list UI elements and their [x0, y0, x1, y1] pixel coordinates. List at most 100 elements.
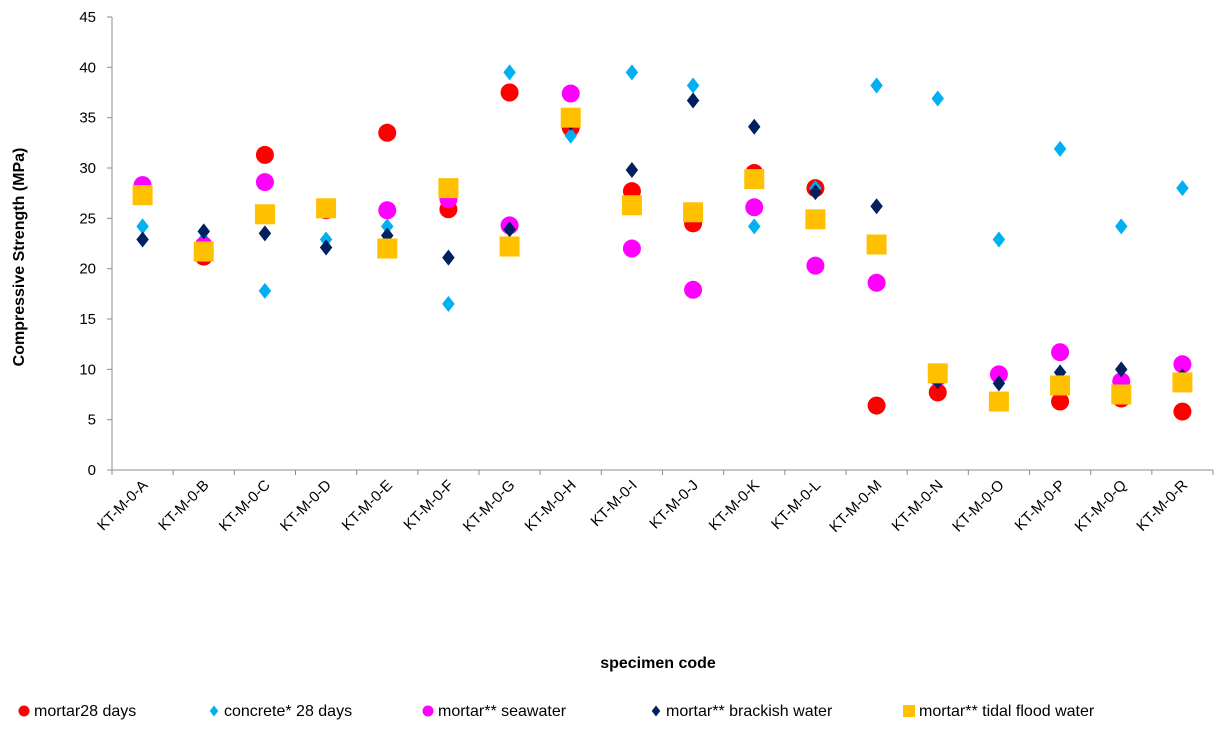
x-tick-label: KT-M-0-D: [277, 477, 335, 535]
data-point: [686, 77, 700, 94]
data-point: [255, 145, 274, 164]
x-tick-label: KT-M-0-A: [94, 477, 151, 534]
x-tick-label: KT-M-0-M: [826, 477, 885, 536]
y-tick-label: 0: [88, 462, 96, 479]
data-point: [625, 162, 639, 179]
legend-entry: mortar** brackish water: [651, 703, 833, 720]
y-axis-title: Compressive Strength (MPa): [11, 148, 28, 367]
data-point: [132, 185, 153, 206]
y-tick-label: 10: [79, 361, 96, 378]
x-tick-label: KT-M-0-R: [1133, 477, 1191, 535]
data-point: [805, 209, 826, 230]
data-point: [1051, 343, 1070, 362]
data-point: [1173, 402, 1192, 421]
data-point: [866, 234, 887, 255]
data-point: [503, 64, 516, 81]
x-tick-label: KT-M-0-K: [706, 477, 763, 534]
data-point: [254, 204, 275, 225]
data-point: [809, 184, 822, 201]
legend-label: mortar** seawater: [438, 703, 567, 720]
y-tick-label: 20: [79, 261, 96, 278]
data-point: [745, 198, 764, 217]
data-point: [1050, 375, 1071, 396]
y-tick-label: 40: [79, 59, 96, 76]
y-tick-label: 30: [79, 160, 96, 177]
legend-label: mortar28 days: [34, 703, 136, 720]
data-point: [622, 239, 641, 258]
data-point: [992, 231, 1006, 248]
data-point: [377, 238, 398, 259]
data-point: [381, 218, 394, 235]
legend-marker: [903, 705, 915, 717]
data-point: [1115, 361, 1128, 378]
x-tick-label: KT-M-0-G: [460, 477, 519, 536]
legend-label: concrete* 28 days: [224, 703, 352, 720]
legend-marker: [18, 705, 30, 717]
data-point: [686, 92, 700, 109]
data-point: [378, 201, 397, 220]
y-tick-label: 5: [88, 412, 96, 429]
x-tick-label: KT-M-0-P: [1012, 477, 1069, 534]
legend-label: mortar** brackish water: [666, 703, 833, 720]
data-point: [1111, 384, 1132, 405]
data-point: [748, 118, 761, 135]
data-point: [136, 231, 149, 248]
data-point: [499, 236, 520, 257]
y-tick-label: 35: [79, 110, 96, 127]
data-point: [684, 280, 703, 299]
legend: mortar28 days concrete* 28 days mortar** s…: [18, 703, 1095, 720]
data-point: [744, 169, 765, 190]
data-point: [438, 178, 459, 199]
data-point: [560, 107, 581, 128]
data-point: [319, 239, 333, 256]
data-point: [561, 84, 580, 103]
data-point: [870, 77, 883, 94]
x-tick-label: KT-M-0-N: [889, 477, 947, 535]
data-point: [442, 249, 455, 266]
x-tick-label: KT-M-0-F: [400, 477, 457, 534]
data-point: [316, 198, 337, 219]
x-tick-label: KT-M-0-J: [646, 477, 702, 533]
data-point: [1051, 392, 1070, 411]
data-point: [867, 396, 886, 415]
legend-marker: [209, 705, 219, 717]
legend-marker: [651, 705, 661, 717]
axes-layer: [111, 17, 1213, 471]
series-mortar-seawater: [133, 84, 1192, 391]
x-tick-label: KT-M-0-C: [216, 477, 274, 535]
data-point: [1172, 372, 1193, 393]
y-tick-label: 15: [79, 311, 96, 328]
data-point: [748, 218, 761, 235]
data-point: [1176, 180, 1189, 197]
legend-entry: mortar28 days: [18, 703, 136, 720]
data-point: [378, 123, 397, 142]
data-point: [625, 64, 639, 81]
points-layer: [132, 64, 1193, 421]
x-tick-label: KT-M-0-L: [768, 477, 824, 533]
legend-label: mortar** tidal flood water: [919, 703, 1095, 720]
data-point: [928, 383, 947, 402]
x-tick-label: KT-M-0-O: [949, 477, 1008, 536]
data-point: [989, 365, 1008, 384]
data-point: [258, 282, 272, 299]
legend-entry: mortar** seawater: [422, 703, 567, 720]
data-point: [806, 256, 825, 275]
series-mortar28-days: [133, 83, 1192, 421]
data-point: [197, 223, 210, 240]
x-axis-title: specimen code: [600, 655, 716, 672]
data-point: [992, 375, 1006, 392]
data-point: [503, 221, 516, 238]
y-tick-label: 25: [79, 210, 96, 227]
series-concrete-28-days: [136, 64, 1189, 312]
data-point: [683, 202, 704, 223]
data-point: [136, 218, 149, 235]
data-point: [867, 273, 886, 292]
data-point: [988, 391, 1009, 412]
data-point: [319, 231, 333, 248]
series-mortar-brackish-water: [136, 92, 1189, 392]
legend-marker: [422, 705, 434, 717]
legend-entry: mortar** tidal flood water: [903, 703, 1095, 720]
